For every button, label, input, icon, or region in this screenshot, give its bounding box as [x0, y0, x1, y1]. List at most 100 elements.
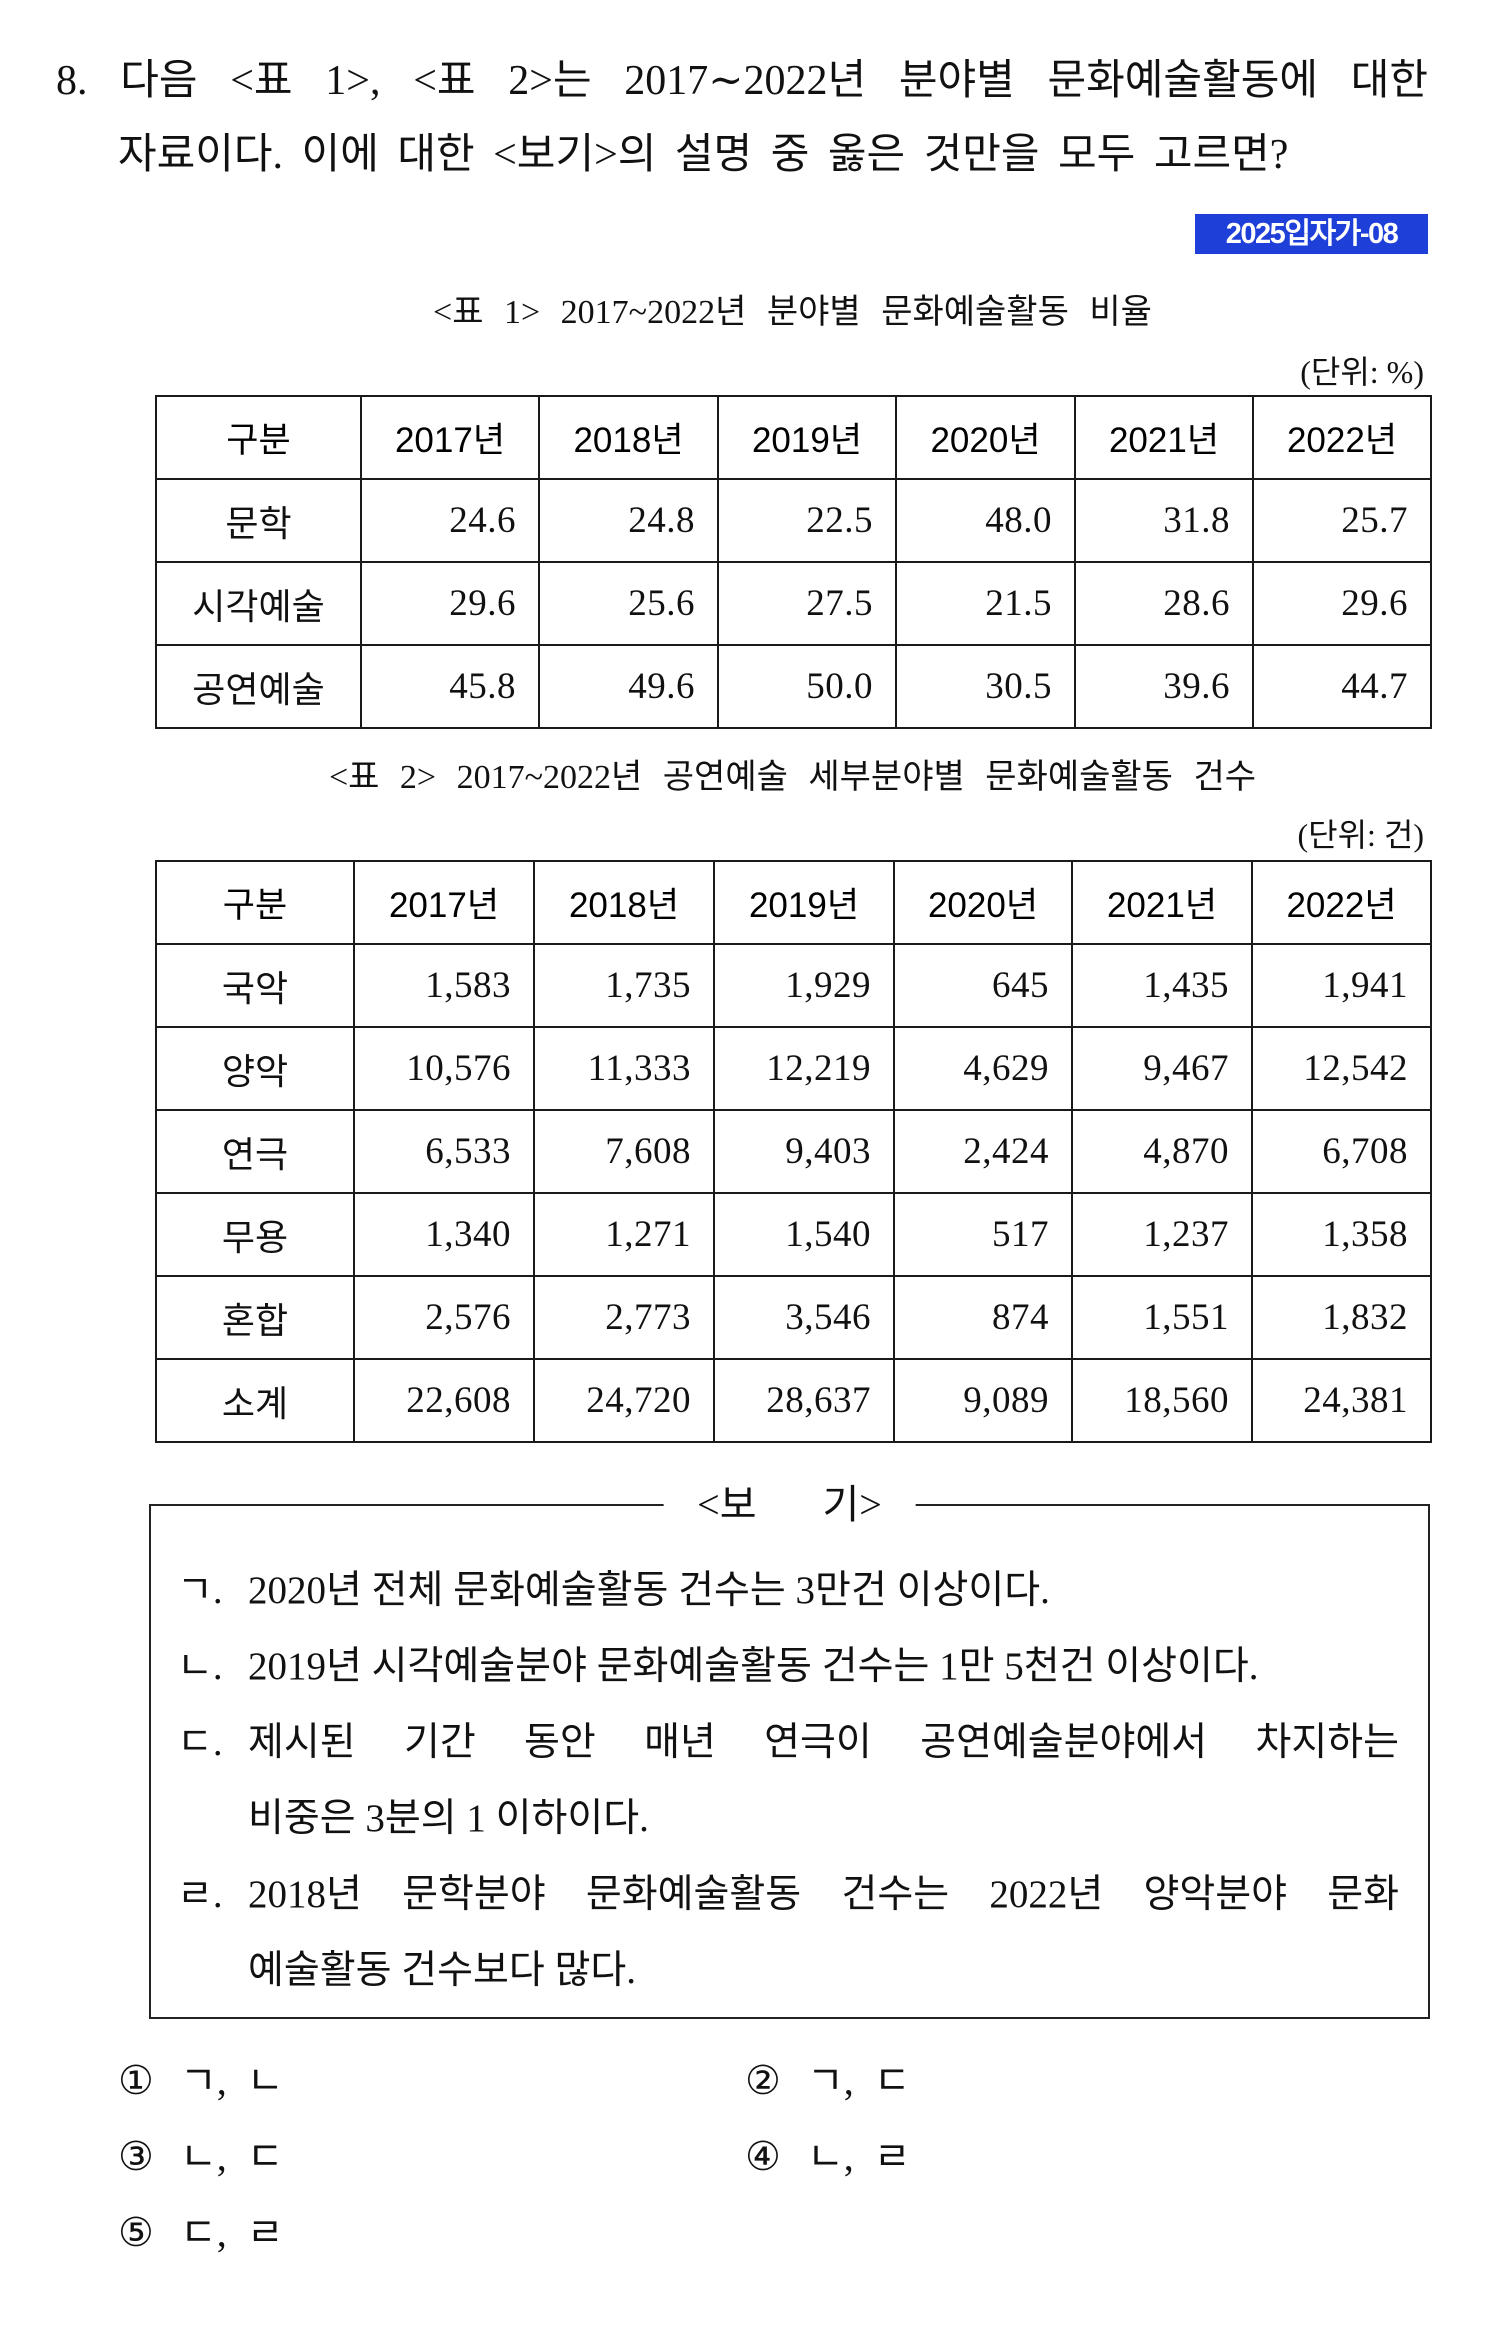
data-cell: 11,333 — [533, 1026, 715, 1111]
table-row: 문학 24.6 24.8 22.5 48.0 31.8 25.7 — [155, 478, 1432, 563]
data-cell: 30.5 — [895, 644, 1076, 729]
row-label: 연극 — [155, 1109, 355, 1194]
data-cell: 3,546 — [713, 1275, 895, 1360]
table-1-unit-label: (단위: %) — [1300, 354, 1424, 390]
bogi-box: <보 기> ㄱ. 2020년 전체 문화예술활동 건수는 3만건 이상이다. ㄴ… — [149, 1476, 1430, 2019]
data-cell: 9,467 — [1071, 1026, 1253, 1111]
choice-number: ③ — [118, 2134, 154, 2179]
table-1-caption: <표 1> 2017~2022년 분야별 문화예술활동 비율 — [433, 294, 1152, 331]
data-cell: 12,542 — [1251, 1026, 1432, 1111]
question-number: 8. — [56, 58, 88, 104]
column-header-category: 구분 — [155, 395, 362, 480]
choice-number: ⑤ — [118, 2210, 154, 2255]
data-cell: 1,237 — [1071, 1192, 1253, 1277]
answer-choice-2[interactable]: ② ㄱ, ㄷ — [745, 2051, 911, 2111]
question-stem-line-2: 자료이다. 이에 대한 <보기>의 설명 중 옳은 것만을 모두 고르면? — [118, 132, 1289, 178]
data-cell: 1,540 — [713, 1192, 895, 1277]
data-cell: 49.6 — [538, 644, 719, 729]
data-cell: 24.8 — [538, 478, 719, 563]
data-cell: 1,358 — [1251, 1192, 1432, 1277]
answer-choice-4[interactable]: ④ ㄴ, ㄹ — [745, 2127, 911, 2187]
data-cell: 4,629 — [893, 1026, 1073, 1111]
column-header-year: 2017년 — [353, 860, 535, 945]
table-row: 공연예술 45.8 49.6 50.0 30.5 39.6 44.7 — [155, 644, 1432, 729]
performing-arts-count-table: 구분 2017년 2018년 2019년 2020년 2021년 2022년 국악 1,583 1… — [155, 860, 1432, 1443]
data-cell: 27.5 — [717, 561, 897, 646]
data-cell: 7,608 — [533, 1109, 715, 1194]
row-label: 양악 — [155, 1026, 355, 1111]
row-label: 시각예술 — [155, 561, 362, 646]
item-text-line: 예술활동 건수보다 많다. — [248, 1949, 637, 1992]
data-cell: 18,560 — [1071, 1358, 1253, 1443]
item-marker: ㄷ. — [177, 1721, 223, 1764]
answer-choice-3[interactable]: ③ ㄴ, ㄷ — [118, 2127, 284, 2187]
data-cell: 874 — [893, 1275, 1073, 1360]
bogi-item-nieun: ㄴ. 2019년 시각예술분야 문화예술활동 건수는 1만 5천건 이상이다. — [151, 1629, 1399, 1705]
data-cell: 24.6 — [360, 478, 540, 563]
column-header-year: 2021년 — [1071, 860, 1253, 945]
ratio-by-field-table: 구분 2017년 2018년 2019년 2020년 2021년 2022년 문학 24.6 24… — [155, 395, 1432, 729]
data-cell: 12,219 — [713, 1026, 895, 1111]
column-header-year: 2020년 — [895, 395, 1076, 480]
data-cell: 24,381 — [1251, 1358, 1432, 1443]
data-cell: 29.6 — [1252, 561, 1432, 646]
data-cell: 1,271 — [533, 1192, 715, 1277]
data-cell: 24,720 — [533, 1358, 715, 1443]
table-2-unit-label: (단위: 건) — [1297, 817, 1424, 853]
data-cell: 25.7 — [1252, 478, 1432, 563]
row-label: 공연예술 — [155, 644, 362, 729]
data-cell: 1,832 — [1251, 1275, 1432, 1360]
item-marker: ㄱ. — [177, 1569, 223, 1612]
data-cell: 1,583 — [353, 943, 535, 1028]
row-label: 국악 — [155, 943, 355, 1028]
column-header-year: 2021년 — [1074, 395, 1254, 480]
data-cell: 2,424 — [893, 1109, 1073, 1194]
column-header-year: 2017년 — [360, 395, 540, 480]
column-header-year: 2018년 — [538, 395, 719, 480]
item-text-line: 제시된 기간 동안 매년 연극이 공연예술분야에서 차지하는 — [248, 1721, 1399, 1764]
choice-number: ④ — [745, 2134, 781, 2179]
header-row: 구분 2017년 2018년 2019년 2020년 2021년 2022년 — [155, 860, 1432, 945]
data-cell: 517 — [893, 1192, 1073, 1277]
data-cell: 9,089 — [893, 1358, 1073, 1443]
choice-number: ② — [745, 2058, 781, 2103]
data-cell: 2,576 — [353, 1275, 535, 1360]
data-cell: 1,941 — [1251, 943, 1432, 1028]
table-row: 양악 10,576 11,333 12,219 4,629 9,467 12,542 — [155, 1026, 1432, 1111]
data-cell: 39.6 — [1074, 644, 1254, 729]
column-header-year: 2019년 — [717, 395, 897, 480]
data-cell: 1,551 — [1071, 1275, 1253, 1360]
bogi-item-digeut: ㄷ. 제시된 기간 동안 매년 연극이 공연예술분야에서 차지하는 비중은 3분… — [151, 1705, 1399, 1857]
bogi-title: <보 기> — [663, 1476, 916, 1534]
data-cell: 22,608 — [353, 1358, 535, 1443]
choice-number: ① — [118, 2058, 154, 2103]
data-cell: 645 — [893, 943, 1073, 1028]
table-row: 무용 1,340 1,271 1,540 517 1,237 1,358 — [155, 1192, 1432, 1277]
data-cell: 1,735 — [533, 943, 715, 1028]
table-row: 시각예술 29.6 25.6 27.5 21.5 28.6 29.6 — [155, 561, 1432, 646]
row-label: 소계 — [155, 1358, 355, 1443]
choice-text: ㄱ, ㄷ — [807, 2058, 911, 2103]
data-cell: 1,435 — [1071, 943, 1253, 1028]
header-row: 구분 2017년 2018년 2019년 2020년 2021년 2022년 — [155, 395, 1432, 480]
column-header-category: 구분 — [155, 860, 355, 945]
data-cell: 4,870 — [1071, 1109, 1253, 1194]
choice-text: ㄴ, ㄷ — [180, 2134, 284, 2179]
row-label: 무용 — [155, 1192, 355, 1277]
answer-choice-5[interactable]: ⑤ ㄷ, ㄹ — [118, 2203, 284, 2263]
item-marker: ㄹ. — [177, 1873, 223, 1916]
data-cell: 22.5 — [717, 478, 897, 563]
table-row: 혼합 2,576 2,773 3,546 874 1,551 1,832 — [155, 1275, 1432, 1360]
data-cell: 1,340 — [353, 1192, 535, 1277]
answer-choice-1[interactable]: ① ㄱ, ㄴ — [118, 2051, 284, 2111]
data-cell: 10,576 — [353, 1026, 535, 1111]
data-cell: 44.7 — [1252, 644, 1432, 729]
table-row: 소계 22,608 24,720 28,637 9,089 18,560 24,381 — [155, 1358, 1432, 1443]
table-row: 연극 6,533 7,608 9,403 2,424 4,870 6,708 — [155, 1109, 1432, 1194]
item-text-line: 2018년 문학분야 문화예술활동 건수는 2022년 양악분야 문화 — [248, 1873, 1399, 1916]
table-row: 국악 1,583 1,735 1,929 645 1,435 1,941 — [155, 943, 1432, 1028]
data-cell: 29.6 — [360, 561, 540, 646]
data-cell: 1,929 — [713, 943, 895, 1028]
column-header-year: 2020년 — [893, 860, 1073, 945]
